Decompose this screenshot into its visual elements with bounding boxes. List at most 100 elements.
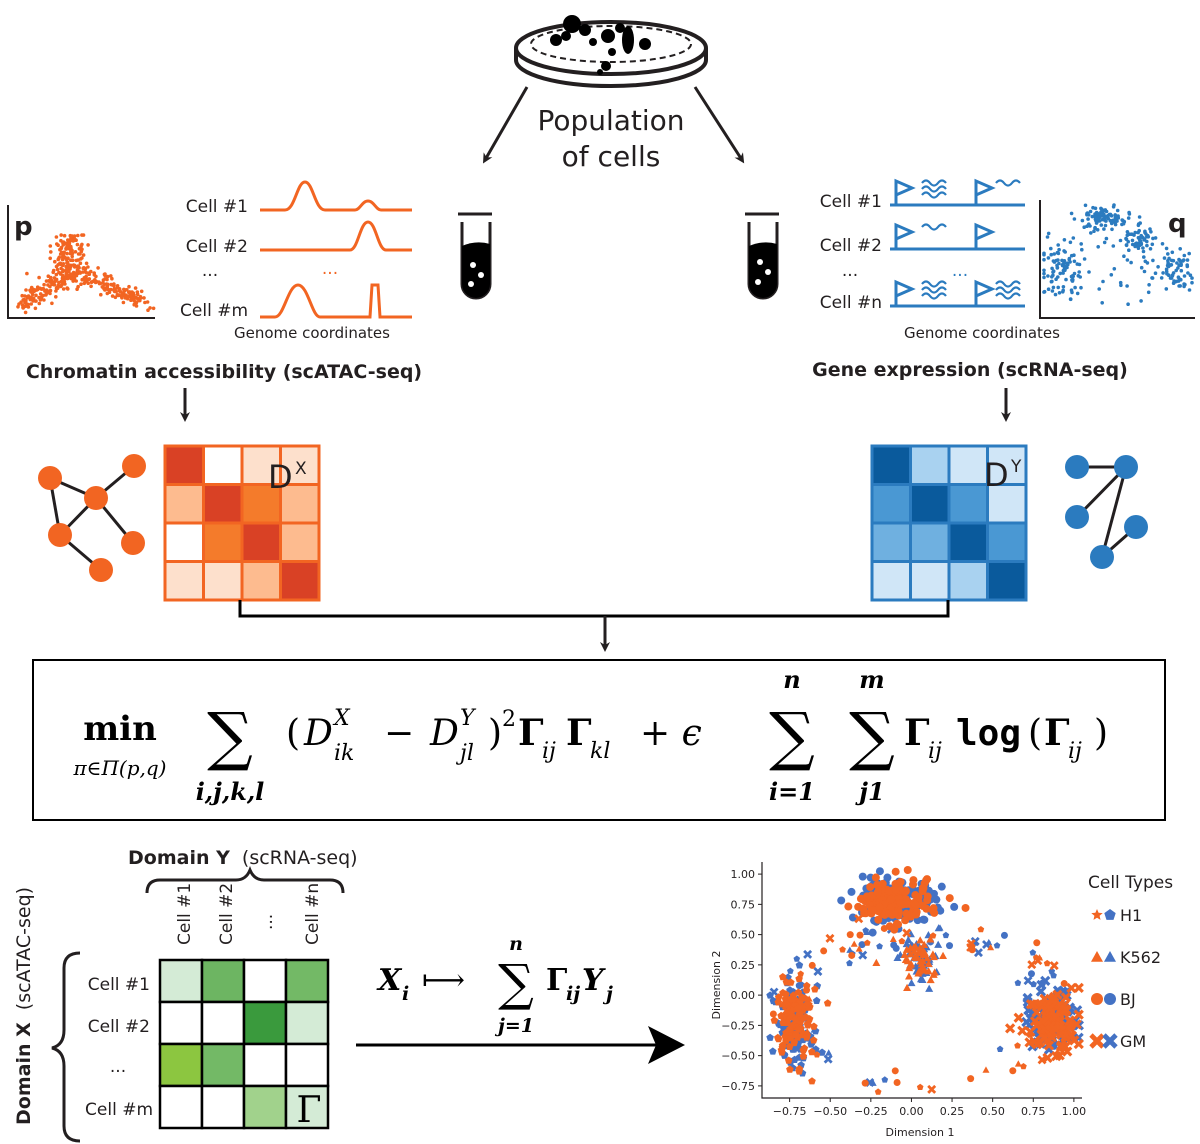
embed-point [936,924,944,931]
p-point [50,301,54,306]
gamma-col-label-1: Cell #1 [175,883,195,945]
q-point [1068,240,1073,245]
eq-close-paren: ) [488,713,502,754]
population-title-line1: Population [537,104,684,137]
p-point [19,300,23,305]
embed-point [774,998,783,1006]
q-point [1182,284,1186,289]
svg-text:Domain X (scATAC-seq): Domain X (scATAC-seq) [13,887,35,1125]
matrix-cell [163,521,205,563]
matrix-cell [202,444,244,486]
gamma-matrix-cell [242,1042,288,1088]
gamma-row-label-2: Cell #2 [88,1017,150,1037]
p-distribution-plot: p [7,205,156,319]
embed-point [1026,1031,1034,1038]
embed-point [874,915,883,924]
p-point [58,261,63,266]
q-point [1050,289,1055,293]
matrix-cell [279,560,321,602]
rna-cell-1-label: Cell #1 [820,192,882,212]
embed-x-axis-label: Dimension 1 [886,1126,955,1139]
q-point [1101,279,1105,284]
p-point [61,257,65,262]
embed-y-axis-label: Dimension 2 [710,951,723,1020]
q-point [1042,251,1046,256]
q-point [1190,276,1194,280]
q-point [1137,215,1142,219]
y-tick-label: 1.00 [731,868,756,881]
p-point [127,284,131,289]
domain-y-brace [145,865,345,894]
promoter-flag-icon [974,222,996,249]
embed-point [787,967,794,974]
q-point [1182,274,1187,278]
q-point [1179,277,1183,282]
domain-x-label: Domain X [13,1022,35,1125]
q-point [1125,230,1130,234]
p-point [119,294,124,299]
p-point [148,306,152,310]
matrix-cell [870,483,912,525]
q-point [1082,257,1087,261]
q-point [1088,209,1093,214]
eq-sum1-top: n [783,665,800,694]
embed-point [922,904,931,913]
q-point [1065,265,1069,270]
p-point [67,240,72,245]
matrix-cell [240,483,282,525]
q-point [1104,236,1109,241]
q-point [1083,203,1088,208]
eq-dy-sub: jl [455,741,474,766]
embed-point [929,970,938,978]
q-point [1061,288,1065,293]
matrix-cell [986,521,1028,563]
rna-cell-ellipsis-label: ... [842,261,858,281]
q-point [1061,271,1065,275]
transcript-wave-icon [995,179,1021,187]
y-tick-label: 0.50 [731,929,756,942]
q-point [1130,238,1135,243]
p-point [69,272,73,277]
embed-point [885,887,894,896]
p-point [69,276,74,281]
q-point [1071,236,1076,240]
map-x-sub: i [402,983,409,1005]
p-point [89,269,93,274]
q-point [1120,218,1124,222]
promoter-flag-icon [974,178,996,205]
matrix-cell [909,560,951,602]
matrix-cell [870,444,912,486]
legend-entry-label: GM [1120,1032,1146,1051]
gamma-matrix-cell [200,1084,246,1130]
embed-point [1064,1015,1076,1026]
gamma-matrix-cell [284,1042,330,1088]
eq-minus: − [384,713,414,754]
p-point [56,257,60,262]
p-point [66,276,71,280]
embed-point [902,928,912,938]
p-point [65,251,69,256]
p-point [29,297,34,302]
p-point [59,284,63,289]
q-point [1056,285,1060,290]
matrix-cell [202,483,244,525]
embed-point [855,945,863,952]
p-point [34,293,38,298]
rna-knn-graph [1065,455,1148,569]
domain-y-paren: (scRNA-seq) [242,847,358,869]
p-point [48,256,52,261]
q-point [1076,274,1081,278]
p-point [61,262,66,266]
q-point [1104,219,1108,223]
q-point [1181,258,1186,262]
embed-point [844,902,853,911]
map-arrow-symbol: ⟼ [422,963,465,998]
q-point [1052,252,1056,256]
embed-point [968,944,976,951]
q-point [1188,273,1193,278]
embed-point [784,1056,793,1064]
rna-axis-caption: Genome coordinates [904,324,1060,342]
embed-point [1037,1055,1047,1065]
embed-point [854,914,864,924]
embed-point [903,957,912,965]
